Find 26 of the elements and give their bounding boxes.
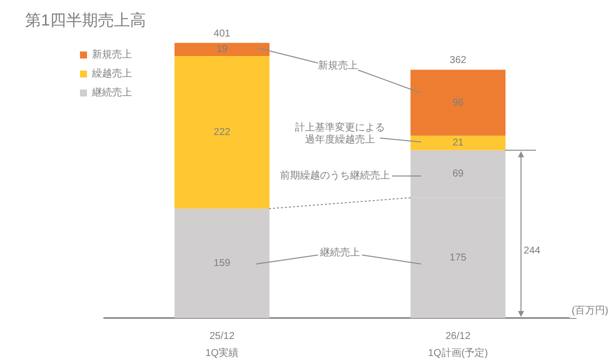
data-label: 175 — [450, 252, 467, 264]
legend-label: 継続売上 — [91, 86, 132, 98]
annotation: 計上基準変更による過年度繰越売上 — [295, 122, 385, 146]
bar — [174, 56, 270, 209]
annotation: 継続売上 — [319, 246, 360, 258]
bar — [174, 42, 270, 56]
data-label: 19 — [216, 44, 228, 55]
data-label: 96 — [452, 97, 464, 108]
annotation: (百万円) — [572, 306, 608, 316]
legend-label: 新規売上 — [92, 48, 132, 60]
legend-label: 繰越売上 — [91, 68, 132, 80]
data-label: 159 — [214, 258, 231, 269]
annotation: 新規売上 — [318, 60, 358, 72]
total-label: 401 — [214, 28, 231, 40]
bar — [174, 208, 270, 318]
bar — [410, 136, 506, 150]
data-label: 222 — [214, 126, 231, 138]
data-label: 69 — [452, 168, 464, 180]
total-label: 362 — [450, 55, 467, 66]
annotation: 244 — [524, 246, 541, 256]
x-tick-label: 25/12 1Q実績 — [205, 331, 239, 359]
bar — [410, 70, 506, 136]
annotation: 前期繰越のうち継続売上 — [280, 170, 390, 182]
chart-title: 第1四半期売上高 — [25, 12, 146, 30]
data-label: 21 — [452, 137, 464, 148]
x-tick-label: 26/12 1Q計画(予定) — [428, 331, 488, 359]
